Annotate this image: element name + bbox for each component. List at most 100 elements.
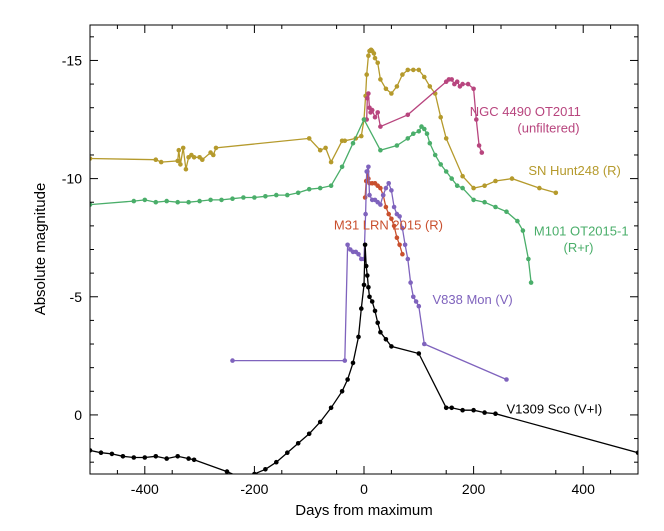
- data-point-m101-ot2015-1-r-r: [263, 194, 268, 199]
- data-point-v1309-sco-v-i: [153, 454, 159, 459]
- data-point-sn-hunt248-r: [359, 133, 364, 139]
- data-point-ngc-4490-ot2011-unfiltered: [366, 91, 371, 96]
- data-point-v838-mon-v: [380, 192, 386, 198]
- data-point-m101-ot2015-1-r-r: [405, 136, 411, 141]
- annotation-v1309-sco-v-i: V1309 Sco (V+I): [507, 402, 603, 417]
- data-point-m101-ot2015-1-r-r: [197, 198, 202, 204]
- data-point-v1309-sco-v-i: [361, 282, 367, 288]
- data-point-m101-ot2015-1-r-r: [153, 199, 159, 205]
- data-point-v838-mon-v: [363, 211, 368, 217]
- annotation-ngc-4490-ot2011: NGC 4490 OT2011: [470, 104, 581, 119]
- data-point-v838-mon-v: [391, 204, 397, 210]
- data-point-m101-ot2015-1-r-r: [328, 183, 334, 188]
- data-point-sn-hunt248-r: [183, 166, 189, 172]
- y-tick-label: 0: [74, 407, 82, 423]
- data-point-sn-hunt248-r: [176, 147, 182, 153]
- data-point-v1309-sco-v-i: [317, 419, 323, 425]
- data-point-v1309-sco-v-i: [98, 450, 104, 456]
- data-point-m31-lrn-2015-r: [397, 242, 402, 248]
- data-point-v1309-sco-v-i: [363, 263, 369, 269]
- x-tick-label: 0: [360, 481, 368, 497]
- data-point-sn-hunt248-r: [364, 72, 370, 77]
- data-point-m31-lrn-2015-r: [400, 251, 405, 257]
- data-point-sn-hunt248-r: [317, 147, 323, 153]
- data-point-v1309-sco-v-i: [131, 455, 137, 460]
- data-point-v838-mon-v: [413, 299, 419, 304]
- data-point-v1309-sco-v-i: [378, 329, 383, 335]
- data-point-v838-mon-v: [367, 192, 372, 198]
- data-point-ngc-4490-ot2011-unfiltered: [479, 150, 485, 155]
- data-point-m101-ot2015-1-r-r: [317, 185, 323, 191]
- data-point-v1309-sco-v-i: [460, 407, 465, 413]
- data-point-v1309-sco-v-i: [375, 320, 381, 326]
- data-point-m101-ot2015-1-r-r: [285, 192, 290, 198]
- data-point-m101-ot2015-1-r-r: [454, 183, 460, 188]
- data-point-v1309-sco-v-i: [471, 407, 476, 413]
- annotation-r-r: (R+r): [564, 240, 594, 255]
- data-point-v1309-sco-v-i: [236, 474, 241, 479]
- data-point-sn-hunt248-r: [493, 178, 498, 184]
- data-point-sn-hunt248-r: [375, 60, 381, 66]
- y-axis-label: Absolute magnitude: [32, 183, 49, 316]
- data-point-sn-hunt248-r: [427, 84, 433, 89]
- data-point-v838-mon-v: [416, 303, 422, 309]
- data-point-m101-ot2015-1-r-r: [378, 147, 383, 153]
- data-point-m101-ot2015-1-r-r: [432, 152, 438, 158]
- data-point-m101-ot2015-1-r-r: [526, 256, 531, 262]
- data-point-v1309-sco-v-i: [383, 337, 389, 342]
- data-point-v1309-sco-v-i: [359, 306, 364, 311]
- data-point-sn-hunt248-r: [422, 74, 427, 80]
- data-point-m101-ot2015-1-r-r: [241, 195, 246, 200]
- data-point-sn-hunt248-r: [323, 145, 328, 151]
- data-point-m101-ot2015-1-r-r: [252, 195, 257, 200]
- data-point-sn-hunt248-r: [342, 138, 348, 144]
- data-point-m101-ot2015-1-r-r: [471, 197, 476, 203]
- data-point-m101-ot2015-1-r-r: [515, 218, 520, 224]
- data-point-v1309-sco-v-i: [350, 360, 356, 366]
- data-point-m101-ot2015-1-r-r: [427, 140, 433, 146]
- series-v838-mon-v: [230, 164, 509, 382]
- data-point-v838-mon-v: [356, 251, 361, 257]
- data-point-v1309-sco-v-i: [328, 405, 334, 411]
- data-point-sn-hunt248-r: [443, 136, 449, 141]
- data-point-m101-ot2015-1-r-r: [438, 162, 444, 167]
- data-point-sn-hunt248-r: [158, 159, 164, 165]
- data-point-v838-mon-v: [386, 181, 392, 186]
- y-tick-label: -10: [62, 171, 82, 187]
- data-point-ngc-4490-ot2011-unfiltered: [460, 81, 465, 87]
- data-point-v838-mon-v: [389, 188, 394, 193]
- data-point-m101-ot2015-1-r-r: [504, 209, 509, 214]
- data-point-m101-ot2015-1-r-r: [131, 198, 137, 204]
- data-point-m101-ot2015-1-r-r: [416, 129, 422, 134]
- data-point-v838-mon-v: [345, 242, 350, 248]
- data-point-sn-hunt248-r: [211, 152, 216, 158]
- annotation-m31-lrn-2015-r: M31 LRN 2015 (R): [334, 217, 443, 232]
- data-point-v1309-sco-v-i: [339, 389, 345, 394]
- series-line-v1309-sco-v-i: [90, 244, 638, 474]
- data-point-v838-mon-v: [397, 214, 402, 219]
- data-point-sn-hunt248-r: [411, 67, 416, 73]
- data-point-v1309-sco-v-i: [306, 431, 312, 437]
- data-point-sn-hunt248-r: [200, 157, 205, 162]
- data-point-sn-hunt248-r: [537, 185, 542, 191]
- data-point-v838-mon-v: [383, 185, 389, 191]
- data-point-ngc-4490-ot2011-unfiltered: [365, 96, 370, 101]
- data-point-sn-hunt248-r: [371, 51, 377, 56]
- data-point-m101-ot2015-1-r-r: [460, 185, 465, 191]
- data-point-m101-ot2015-1-r-r: [493, 204, 498, 210]
- data-point-m101-ot2015-1-r-r: [90, 202, 93, 207]
- data-point-ngc-4490-ot2011-unfiltered: [449, 77, 455, 82]
- data-point-m101-ot2015-1-r-r: [175, 199, 180, 205]
- data-point-ngc-4490-ot2011-unfiltered: [405, 112, 411, 118]
- data-point-v1309-sco-v-i: [109, 451, 115, 457]
- data-point-sn-hunt248-r: [460, 173, 465, 179]
- data-point-m101-ot2015-1-r-r: [482, 199, 487, 205]
- data-point-sn-hunt248-r: [378, 77, 383, 82]
- data-point-v838-mon-v: [378, 202, 383, 207]
- data-point-sn-hunt248-r: [191, 155, 197, 160]
- data-point-ngc-4490-ot2011-unfiltered: [369, 107, 375, 113]
- series-m31-lrn-2015-r: [362, 169, 405, 257]
- series-line-sn-hunt248-r: [90, 48, 556, 194]
- data-point-v838-mon-v: [422, 341, 427, 347]
